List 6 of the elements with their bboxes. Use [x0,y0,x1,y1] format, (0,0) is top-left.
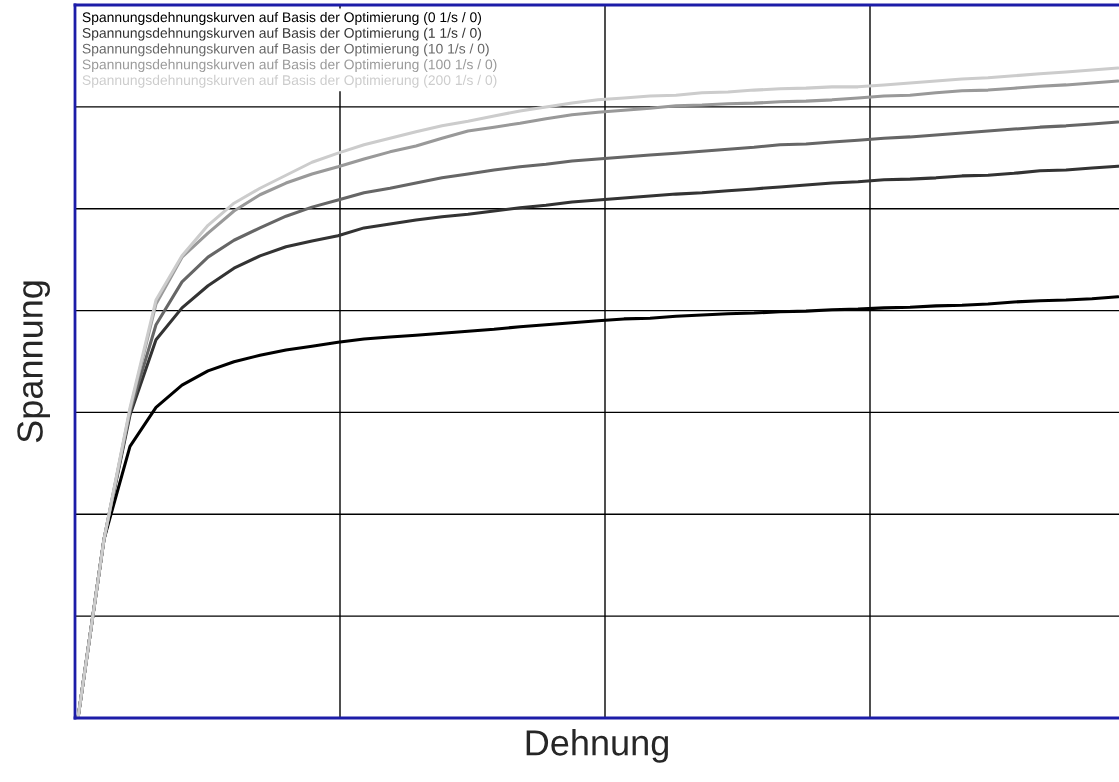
text: Spannungsdehnungskurven auf Basis der Optimierung (0 1/s / 0) [82,11,482,25]
x-axis-title: Dehnung [526,729,668,763]
text: Spannungsdehnungskurven auf Basis der Optimierung (10 1/s / 0) [82,43,489,57]
y-axis-title: Spannung [17,281,50,443]
text: Spannungsdehnungskurven auf Basis der Optimierung (100 1/s / 0) [82,59,497,73]
text: Spannungsdehnungskurven auf Basis der Optimierung (1 1/s / 0) [82,27,482,41]
